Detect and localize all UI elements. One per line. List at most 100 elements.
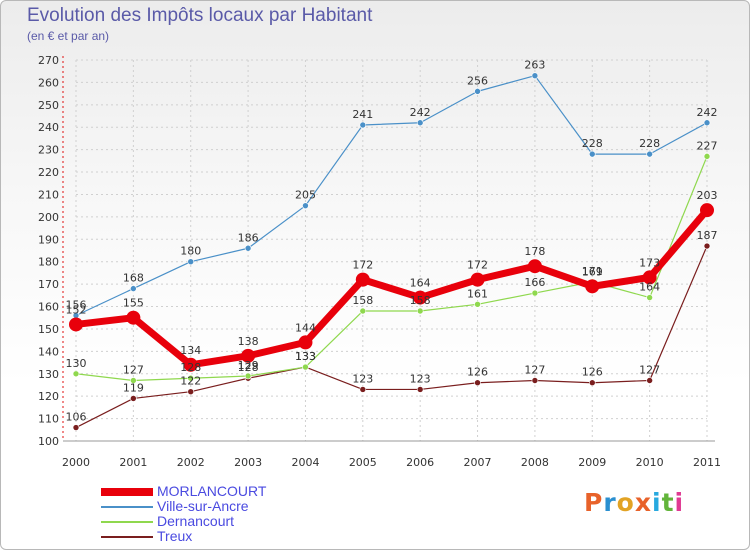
y-tick-label-140: 140 (38, 345, 59, 358)
data-label-morlancourt-2010: 173 (639, 256, 660, 269)
x-tick-label-2001: 2001 (119, 456, 147, 469)
y-tick-label-250: 250 (38, 99, 59, 112)
data-label-treux-2002: 122 (180, 375, 201, 388)
chart-title: Evolution des Impôts locaux par Habitant (27, 5, 373, 26)
y-tick-label-270: 270 (38, 54, 59, 67)
logo-letter: r (603, 488, 617, 517)
x-tick-label-2010: 2010 (636, 456, 664, 469)
data-label-ville-sur-ancre-2003: 186 (238, 231, 259, 244)
y-tick-label-210: 210 (38, 188, 59, 201)
x-tick-label-2000: 2000 (62, 456, 90, 469)
data-label-ville-sur-ancre-2005: 241 (352, 108, 373, 121)
x-tick-label-2011: 2011 (693, 456, 721, 469)
series-line-ville-sur-ancre (75, 75, 708, 317)
data-point-morlancourt-2005 (355, 272, 370, 287)
x-tick-label-2005: 2005 (349, 456, 377, 469)
data-point-morlancourt-2009 (585, 279, 600, 294)
legend-label-morlancourt: MORLANCOURT (157, 483, 267, 499)
series-layer (69, 72, 714, 431)
y-tick-label-160: 160 (38, 301, 59, 314)
data-label-dernancourt-2001: 127 (123, 363, 144, 376)
data-label-treux-2001: 119 (123, 381, 144, 394)
data-label-morlancourt-2002: 134 (180, 344, 201, 357)
data-label-ville-sur-ancre-2000: 156 (66, 298, 87, 311)
data-point-treux-2011 (703, 242, 711, 250)
data-point-morlancourt-2006 (413, 290, 428, 305)
x-tick-label-2002: 2002 (177, 456, 205, 469)
data-label-morlancourt-2011: 203 (697, 189, 718, 202)
data-point-morlancourt-2011 (700, 203, 714, 218)
data-point-treux-2005 (359, 386, 367, 393)
x-tick-label-2004: 2004 (291, 456, 319, 469)
legend-label-ville-sur-ancre: Ville-sur-Ancre (157, 498, 249, 514)
data-label-ville-sur-ancre-2006: 242 (410, 106, 431, 119)
data-point-ville-sur-ancre-2007 (474, 88, 481, 95)
data-point-ville-sur-ancre-2011 (703, 119, 711, 127)
data-point-ville-sur-ancre-2001 (130, 285, 137, 292)
data-point-dernancourt-2001 (130, 377, 137, 384)
legend-swatch-morlancourt (101, 488, 153, 496)
y-tick-label-230: 230 (38, 144, 59, 157)
data-point-treux-2001 (130, 395, 137, 402)
data-point-treux-2008 (531, 377, 539, 384)
data-label-dernancourt-2003: 129 (238, 359, 259, 372)
data-label-treux-2007: 126 (467, 366, 488, 379)
data-label-morlancourt-2009: 169 (582, 265, 603, 278)
data-label-treux-2006: 123 (410, 372, 431, 385)
series-line-morlancourt (75, 207, 710, 369)
data-label-ville-sur-ancre-2007: 256 (467, 74, 488, 87)
data-point-ville-sur-ancre-2004 (302, 202, 309, 209)
data-point-dernancourt-2011 (703, 153, 711, 160)
data-point-morlancourt-2004 (298, 335, 313, 350)
data-point-morlancourt-2010 (642, 270, 657, 285)
data-label-ville-sur-ancre-2010: 228 (639, 137, 660, 150)
data-point-treux-2000 (72, 424, 80, 431)
axes: 100 110 120 130 140 150 160 170 180 190 200 210 220 2… (38, 54, 721, 469)
data-point-treux-2010 (646, 377, 653, 384)
data-label-treux-2004: 133 (295, 350, 316, 363)
data-label-dernancourt-2000: 130 (66, 357, 87, 370)
logo-letter: i (652, 488, 662, 517)
data-point-morlancourt-2001 (126, 310, 141, 325)
legend-label-treux: Treux (157, 528, 193, 544)
data-label-dernancourt-2010: 164 (639, 281, 660, 294)
y-tick-label-200: 200 (38, 211, 59, 224)
y-tick-label-150: 150 (38, 323, 59, 336)
x-tick-label-2008: 2008 (521, 456, 549, 469)
x-tick-label-2007: 2007 (464, 456, 492, 469)
data-label-dernancourt-2004: 133 (295, 350, 316, 363)
legend-swatch-treux (101, 536, 153, 538)
data-point-ville-sur-ancre-2002 (187, 258, 195, 266)
data-point-treux-2006 (416, 386, 424, 393)
data-point-dernancourt-2008 (531, 289, 539, 297)
y-tick-label-110: 110 (38, 413, 59, 426)
data-point-ville-sur-ancre-2005 (359, 121, 367, 129)
data-label-ville-sur-ancre-2004: 205 (295, 189, 316, 202)
proxiti-logo: Proxiti (584, 488, 684, 517)
data-label-dernancourt-2006: 158 (410, 294, 431, 307)
data-label-dernancourt-2002: 128 (180, 361, 201, 374)
data-label-morlancourt-2006: 164 (410, 277, 431, 290)
data-label-morlancourt-2004: 144 (295, 321, 316, 334)
logo-letter: i (674, 488, 685, 517)
y-tick-label-240: 240 (38, 121, 59, 134)
data-label-treux-2000: 106 (66, 411, 87, 424)
data-label-treux-2005: 123 (352, 372, 373, 385)
y-tick-label-130: 130 (38, 368, 59, 381)
data-point-dernancourt-2004 (302, 363, 309, 371)
grid (75, 59, 708, 442)
data-point-ville-sur-ancre-2009 (588, 150, 596, 158)
data-label-dernancourt-2008: 166 (524, 276, 545, 289)
series-line-treux (75, 245, 708, 429)
logo-letter: x (634, 488, 652, 517)
x-tick-label-2003: 2003 (234, 456, 262, 469)
data-point-dernancourt-2000 (72, 370, 80, 378)
y-tick-label-220: 220 (38, 166, 59, 179)
data-label-dernancourt-2005: 158 (352, 294, 373, 307)
x-tick-label-2006: 2006 (406, 456, 434, 469)
legend-swatch-dernancourt (101, 521, 153, 523)
data-label-ville-sur-ancre-2001: 168 (123, 272, 144, 285)
data-point-morlancourt-2002 (183, 357, 198, 372)
data-point-morlancourt-2008 (527, 259, 542, 274)
